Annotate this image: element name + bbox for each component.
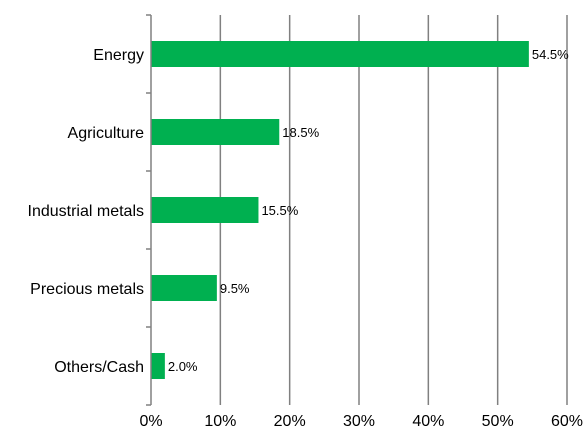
bar bbox=[151, 353, 165, 379]
data-label: 9.5% bbox=[220, 281, 250, 296]
x-tick-label: 10% bbox=[204, 413, 236, 426]
category-label: Energy bbox=[93, 47, 144, 64]
data-label: 18.5% bbox=[282, 125, 319, 140]
x-tick-label: 30% bbox=[343, 413, 375, 426]
data-label: 15.5% bbox=[261, 203, 298, 218]
bars bbox=[151, 41, 529, 379]
labels: 0% 10% 20% 30% 40% 50% 60% Energy 54.5% Agricultu… bbox=[28, 47, 584, 426]
bar bbox=[151, 197, 259, 223]
category-label: Precious metals bbox=[30, 281, 144, 298]
axes bbox=[146, 14, 152, 406]
bar bbox=[151, 41, 529, 67]
bar bbox=[151, 119, 280, 145]
data-label: 54.5% bbox=[532, 47, 569, 62]
category-label: Others/Cash bbox=[54, 359, 144, 376]
bar bbox=[151, 275, 217, 301]
gridlines bbox=[219, 15, 568, 405]
category-label: Agriculture bbox=[68, 125, 145, 142]
data-label: 2.0% bbox=[168, 359, 198, 374]
x-tick-label: 50% bbox=[482, 413, 514, 426]
x-tick-label: 20% bbox=[274, 413, 306, 426]
x-tick-label: 40% bbox=[412, 413, 444, 426]
x-tick-label: 0% bbox=[139, 413, 162, 426]
x-tick-label: 60% bbox=[551, 413, 583, 426]
category-label: Industrial metals bbox=[28, 203, 145, 220]
